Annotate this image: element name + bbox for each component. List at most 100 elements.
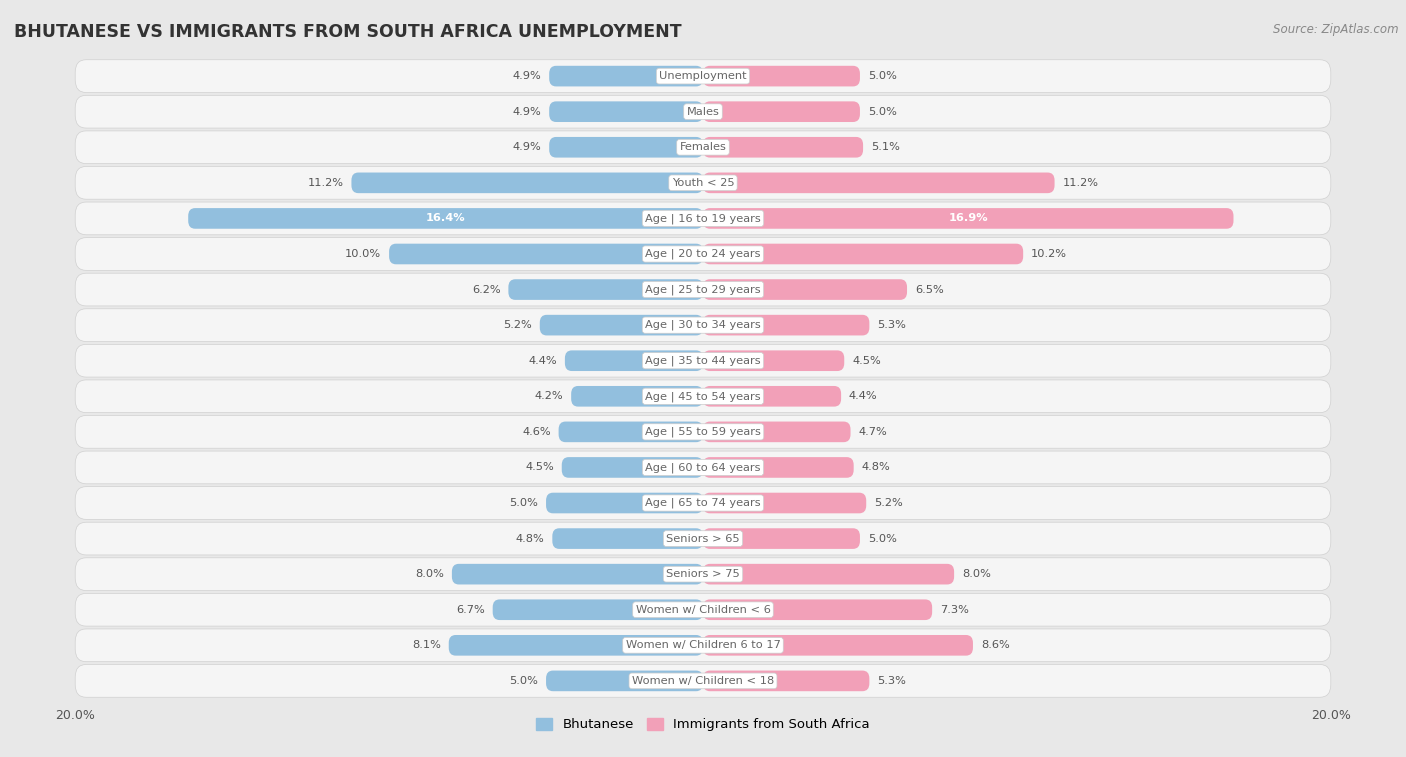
Text: 6.2%: 6.2% (472, 285, 501, 294)
FancyBboxPatch shape (75, 522, 1331, 555)
FancyBboxPatch shape (703, 350, 844, 371)
Text: Seniors > 75: Seniors > 75 (666, 569, 740, 579)
Text: Age | 25 to 29 years: Age | 25 to 29 years (645, 285, 761, 294)
Text: 10.2%: 10.2% (1031, 249, 1067, 259)
Text: BHUTANESE VS IMMIGRANTS FROM SOUTH AFRICA UNEMPLOYMENT: BHUTANESE VS IMMIGRANTS FROM SOUTH AFRIC… (14, 23, 682, 41)
FancyBboxPatch shape (75, 60, 1331, 92)
FancyBboxPatch shape (75, 380, 1331, 413)
FancyBboxPatch shape (703, 208, 1233, 229)
FancyBboxPatch shape (703, 635, 973, 656)
Text: 4.4%: 4.4% (849, 391, 877, 401)
FancyBboxPatch shape (540, 315, 703, 335)
Text: 5.0%: 5.0% (509, 498, 538, 508)
Text: 8.1%: 8.1% (412, 640, 441, 650)
Text: Women w/ Children < 6: Women w/ Children < 6 (636, 605, 770, 615)
FancyBboxPatch shape (449, 635, 703, 656)
FancyBboxPatch shape (75, 202, 1331, 235)
FancyBboxPatch shape (703, 101, 860, 122)
Text: 4.6%: 4.6% (522, 427, 551, 437)
Text: Females: Females (679, 142, 727, 152)
Text: Age | 45 to 54 years: Age | 45 to 54 years (645, 391, 761, 401)
Text: Seniors > 65: Seniors > 65 (666, 534, 740, 544)
FancyBboxPatch shape (703, 600, 932, 620)
FancyBboxPatch shape (75, 273, 1331, 306)
FancyBboxPatch shape (546, 671, 703, 691)
Text: 5.3%: 5.3% (877, 320, 905, 330)
FancyBboxPatch shape (565, 350, 703, 371)
FancyBboxPatch shape (188, 208, 703, 229)
Text: 8.0%: 8.0% (962, 569, 991, 579)
FancyBboxPatch shape (75, 95, 1331, 128)
FancyBboxPatch shape (75, 167, 1331, 199)
Text: 6.5%: 6.5% (915, 285, 943, 294)
FancyBboxPatch shape (75, 487, 1331, 519)
Text: 10.0%: 10.0% (344, 249, 381, 259)
Text: 11.2%: 11.2% (1063, 178, 1098, 188)
FancyBboxPatch shape (75, 344, 1331, 377)
Text: Age | 60 to 64 years: Age | 60 to 64 years (645, 463, 761, 472)
Text: 5.0%: 5.0% (868, 107, 897, 117)
Text: 4.8%: 4.8% (862, 463, 890, 472)
FancyBboxPatch shape (703, 315, 869, 335)
Text: 5.2%: 5.2% (503, 320, 531, 330)
Text: 16.4%: 16.4% (426, 213, 465, 223)
Text: Age | 55 to 59 years: Age | 55 to 59 years (645, 427, 761, 437)
Text: 5.2%: 5.2% (875, 498, 903, 508)
FancyBboxPatch shape (492, 600, 703, 620)
FancyBboxPatch shape (75, 451, 1331, 484)
FancyBboxPatch shape (75, 629, 1331, 662)
Text: Males: Males (686, 107, 720, 117)
FancyBboxPatch shape (546, 493, 703, 513)
Text: 4.9%: 4.9% (513, 71, 541, 81)
Text: 4.2%: 4.2% (534, 391, 564, 401)
FancyBboxPatch shape (75, 131, 1331, 164)
Text: 5.1%: 5.1% (870, 142, 900, 152)
FancyBboxPatch shape (703, 528, 860, 549)
FancyBboxPatch shape (75, 309, 1331, 341)
FancyBboxPatch shape (451, 564, 703, 584)
FancyBboxPatch shape (703, 671, 869, 691)
Text: 8.6%: 8.6% (981, 640, 1010, 650)
Text: Women w/ Children 6 to 17: Women w/ Children 6 to 17 (626, 640, 780, 650)
Text: 5.0%: 5.0% (868, 534, 897, 544)
FancyBboxPatch shape (75, 238, 1331, 270)
FancyBboxPatch shape (703, 244, 1024, 264)
FancyBboxPatch shape (550, 66, 703, 86)
Text: 5.0%: 5.0% (868, 71, 897, 81)
Text: 5.0%: 5.0% (509, 676, 538, 686)
Text: Source: ZipAtlas.com: Source: ZipAtlas.com (1274, 23, 1399, 36)
FancyBboxPatch shape (509, 279, 703, 300)
FancyBboxPatch shape (571, 386, 703, 407)
FancyBboxPatch shape (75, 416, 1331, 448)
FancyBboxPatch shape (550, 137, 703, 157)
FancyBboxPatch shape (703, 422, 851, 442)
FancyBboxPatch shape (553, 528, 703, 549)
Text: Age | 16 to 19 years: Age | 16 to 19 years (645, 213, 761, 223)
Text: Age | 30 to 34 years: Age | 30 to 34 years (645, 320, 761, 330)
Text: 11.2%: 11.2% (308, 178, 343, 188)
Text: 7.3%: 7.3% (941, 605, 969, 615)
Text: 4.5%: 4.5% (526, 463, 554, 472)
FancyBboxPatch shape (703, 564, 955, 584)
FancyBboxPatch shape (558, 422, 703, 442)
FancyBboxPatch shape (703, 386, 841, 407)
Text: 4.9%: 4.9% (513, 107, 541, 117)
Text: 4.9%: 4.9% (513, 142, 541, 152)
Text: Women w/ Children < 18: Women w/ Children < 18 (631, 676, 775, 686)
FancyBboxPatch shape (703, 279, 907, 300)
FancyBboxPatch shape (703, 457, 853, 478)
Text: 8.0%: 8.0% (415, 569, 444, 579)
FancyBboxPatch shape (352, 173, 703, 193)
Text: 4.8%: 4.8% (516, 534, 544, 544)
FancyBboxPatch shape (703, 66, 860, 86)
FancyBboxPatch shape (75, 558, 1331, 590)
FancyBboxPatch shape (550, 101, 703, 122)
Text: Youth < 25: Youth < 25 (672, 178, 734, 188)
Text: 16.9%: 16.9% (949, 213, 988, 223)
FancyBboxPatch shape (562, 457, 703, 478)
FancyBboxPatch shape (389, 244, 703, 264)
Text: 4.4%: 4.4% (529, 356, 557, 366)
Text: Age | 20 to 24 years: Age | 20 to 24 years (645, 249, 761, 259)
Text: 4.7%: 4.7% (859, 427, 887, 437)
FancyBboxPatch shape (703, 493, 866, 513)
